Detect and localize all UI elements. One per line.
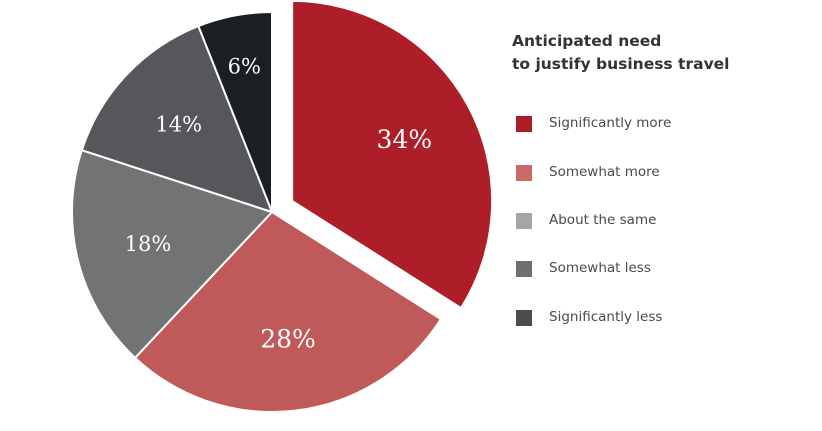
slice-label-somewhat-less: 14% bbox=[155, 112, 202, 136]
slice-label-somewhat-more: 28% bbox=[260, 324, 316, 353]
pie-slice-somewhat-less bbox=[80, 25, 273, 213]
legend-swatch-somewhat-more bbox=[516, 165, 532, 181]
pie-slice-somewhat-more bbox=[134, 211, 442, 413]
slice-label-about-the-same: 18% bbox=[125, 232, 172, 256]
legend-swatch-significantly-more bbox=[516, 116, 532, 132]
chart-title-line-2: to justify business travel bbox=[512, 55, 730, 73]
legend-label-significantly-more: Significantly more bbox=[549, 115, 672, 131]
chart-title-line-1: Anticipated need bbox=[512, 32, 662, 50]
legend-label-significantly-less: Significantly less bbox=[549, 309, 663, 325]
chart-title: Anticipated need to justify business tra… bbox=[512, 30, 802, 76]
legend-swatch-significantly-less bbox=[516, 310, 532, 326]
pie-slice-significantly-less bbox=[197, 11, 273, 213]
legend-label-somewhat-more: Somewhat more bbox=[549, 164, 660, 180]
pie-slice-about-the-same bbox=[71, 149, 273, 359]
legend-label-somewhat-less: Somewhat less bbox=[549, 260, 651, 276]
legend-swatch-somewhat-less bbox=[516, 261, 532, 277]
slice-label-significantly-less: 6% bbox=[228, 55, 261, 79]
legend-swatch-about-the-same bbox=[516, 213, 532, 229]
slice-label-significantly-more: 34% bbox=[377, 125, 433, 154]
legend-label-about-the-same: About the same bbox=[549, 212, 657, 228]
pie-slice-significantly-more bbox=[291, 0, 494, 310]
